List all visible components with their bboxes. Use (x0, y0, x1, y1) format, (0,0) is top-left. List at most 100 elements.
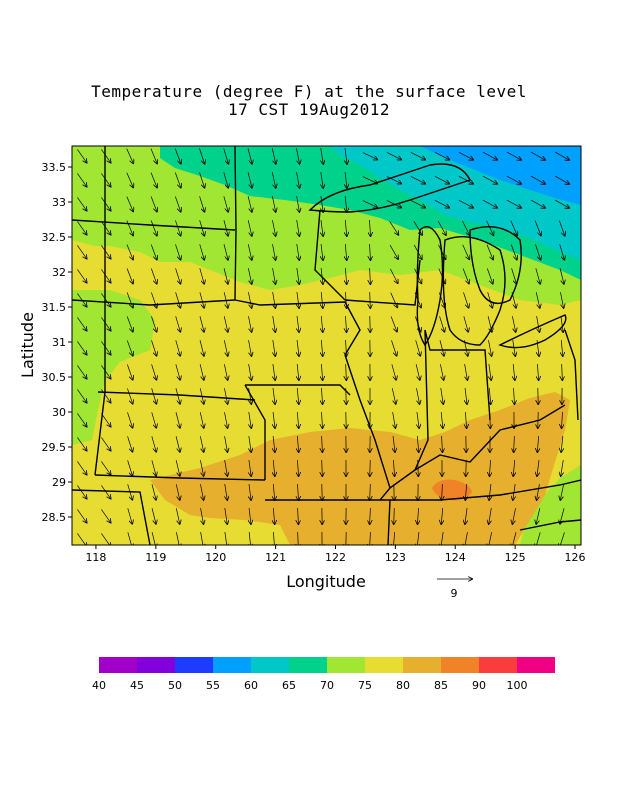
wind-vector (535, 292, 540, 308)
wind-vector (297, 244, 299, 260)
wind-vector (249, 460, 251, 476)
colorbar: 40 45 50 55 60 65 70 75 80 85 90 100 (92, 657, 555, 692)
wind-vector (439, 340, 444, 355)
wind-vector (273, 531, 274, 545)
wind-vector (126, 220, 133, 236)
wind-vector (458, 199, 473, 207)
wind-vector (441, 412, 443, 428)
wind-vector (199, 412, 203, 428)
wind-vector (463, 316, 468, 331)
wind-vector (391, 340, 396, 355)
wind-vector (101, 413, 110, 426)
wind-vector (413, 220, 422, 235)
wind-vector (297, 196, 300, 212)
wind-vector (272, 268, 276, 284)
field-light-green-west (72, 290, 155, 445)
wind-vector (249, 532, 251, 545)
wind-vector (512, 316, 515, 332)
wind-vector (271, 172, 275, 188)
colorbar-swatch (327, 657, 365, 673)
wind-vector (393, 436, 395, 452)
y-tick-label: 31 (52, 336, 66, 349)
wind-vector (151, 532, 156, 545)
wind-vector (175, 268, 181, 283)
wind-vector (126, 292, 133, 308)
wind-vector (536, 532, 541, 545)
wind-vector (415, 364, 420, 380)
wind-vector (273, 460, 275, 476)
wind-vector (417, 507, 418, 524)
y-tick-label: 33 (52, 196, 66, 209)
wind-vector (101, 221, 110, 234)
wind-vector (273, 507, 274, 524)
wind-vector (223, 220, 228, 235)
wind-vector (554, 151, 569, 160)
wind-vector (199, 388, 204, 404)
wind-vector (271, 148, 276, 164)
wind-vector (273, 292, 276, 308)
wind-vector (273, 364, 275, 380)
wind-vector (248, 316, 251, 332)
x-tick-label: 118 (85, 551, 106, 564)
wind-vector (410, 200, 425, 207)
wind-vector (200, 484, 203, 500)
wind-vector (273, 340, 275, 356)
wind-vector (175, 316, 181, 331)
wind-vector (439, 316, 445, 331)
wind-vector (434, 176, 449, 183)
lake-huron (469, 226, 522, 304)
wind-vector (437, 220, 446, 235)
wind-vector (101, 389, 110, 402)
wind-vector (77, 485, 86, 498)
wind-vector (490, 411, 491, 428)
colorbar-label: 80 (396, 679, 410, 692)
wind-vector (223, 148, 229, 163)
wind-vector (438, 268, 445, 284)
wind-vector (151, 340, 157, 355)
boundary-wy-ne (94, 146, 106, 476)
wind-vector (513, 364, 515, 380)
wind-vector (561, 460, 564, 476)
x-tick-label: 126 (565, 551, 586, 564)
wind-vector (151, 508, 156, 524)
colorbar-label: 55 (206, 679, 220, 692)
wind-vector (150, 244, 157, 259)
wind-vector (101, 317, 110, 330)
wind-vector (77, 149, 86, 162)
wind-vector (413, 244, 422, 259)
wind-vector (249, 484, 251, 500)
wind-vector (482, 151, 497, 160)
wind-vector (101, 533, 110, 545)
boundary-ne-ks (97, 391, 256, 401)
wind-vector (537, 484, 540, 500)
wind-vector (199, 172, 205, 187)
wind-vector (199, 148, 204, 163)
wind-vector (77, 461, 86, 474)
wind-vector (321, 387, 322, 404)
x-tick-label: 124 (445, 551, 466, 564)
wind-vector (126, 244, 133, 260)
wind-vector (489, 364, 491, 380)
wind-vector (322, 435, 323, 452)
boundary-ms-al (387, 499, 391, 545)
wind-vector (127, 388, 132, 403)
wind-vector (391, 364, 396, 379)
wind-vector (297, 459, 298, 476)
wind-vector (225, 460, 228, 476)
wind-vector (127, 412, 132, 427)
y-tick-label: 30.5 (42, 371, 67, 384)
wind-vector (126, 148, 134, 164)
wind-vector (489, 388, 490, 404)
x-tick-label: 120 (205, 551, 226, 564)
wind-vector (321, 148, 324, 164)
wind-vector (77, 365, 86, 378)
wind-vector (272, 244, 276, 260)
wind-vector (297, 388, 299, 404)
wind-vector (458, 151, 473, 159)
wind-vector (512, 508, 516, 524)
wind-vector (77, 389, 86, 402)
wind-vector (127, 484, 133, 499)
wind-vector (199, 292, 204, 307)
y-tick-label: 32.5 (42, 231, 67, 244)
wind-vector (77, 293, 86, 306)
